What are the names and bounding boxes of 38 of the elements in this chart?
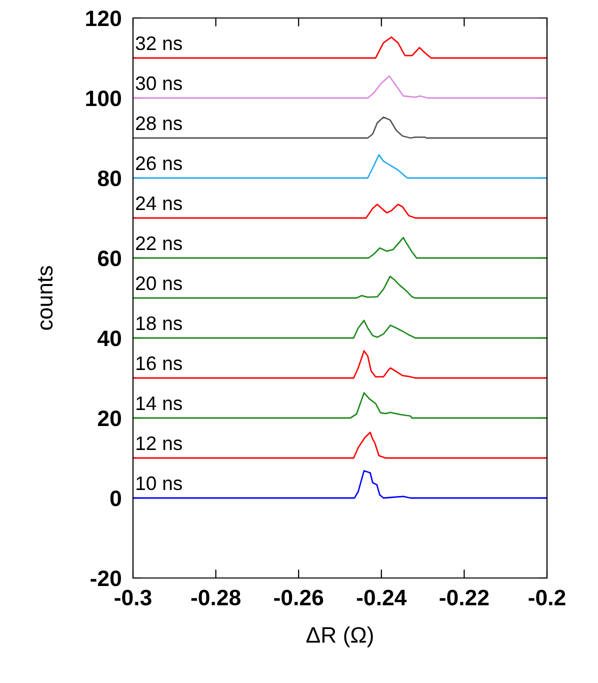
y-tick-label: 60 [98, 250, 121, 266]
line-series [133, 75, 547, 99]
series-label: 22 ns [136, 236, 182, 250]
line-series [133, 276, 547, 299]
y-tick-label: 100 [86, 90, 121, 106]
y-tick-label: 120 [86, 10, 121, 26]
series-label: 20 ns [136, 276, 182, 290]
series-label: 24 ns [136, 196, 182, 210]
x-tick-label: -0.24 [356, 590, 407, 606]
line-series [133, 470, 547, 499]
series-label: 18 ns [136, 316, 182, 330]
series-label: 16 ns [136, 356, 182, 370]
x-tick-label: -0.28 [191, 590, 240, 606]
line-series [133, 236, 547, 259]
y-tick-label: 80 [98, 170, 121, 186]
line-series [133, 116, 547, 139]
line-series [133, 154, 547, 179]
y-tick-label: 40 [98, 330, 121, 346]
series-label: 32 ns [136, 36, 182, 50]
series-label: 30 ns [136, 76, 182, 90]
series-label: 14 ns [136, 396, 182, 410]
y-tick-label: 20 [98, 410, 121, 426]
series-label: 10 ns [136, 476, 182, 490]
x-tick-label: -0.22 [440, 590, 489, 606]
y-axis-title: counts [38, 266, 53, 330]
line-series [133, 36, 547, 59]
x-tick-label: -0.26 [274, 590, 324, 606]
y-tick-label: 0 [110, 490, 121, 506]
x-axis-title: ΔR (Ω) [306, 626, 373, 648]
series-label: 26 ns [136, 156, 182, 170]
series-label: 12 ns [136, 436, 182, 450]
line-series [133, 350, 547, 379]
y-tick-label: -20 [90, 570, 121, 586]
x-tick-label: -0.3 [114, 590, 152, 606]
x-tick-label: -0.2 [528, 590, 566, 606]
line-series [133, 432, 547, 459]
line-series [133, 392, 547, 419]
series-label: 28 ns [136, 116, 182, 130]
